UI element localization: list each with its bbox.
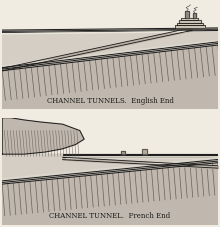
Text: CHANNEL TUNNELS.  English End: CHANNEL TUNNELS. English End <box>47 97 173 105</box>
Polygon shape <box>121 151 125 154</box>
Polygon shape <box>181 18 198 20</box>
Polygon shape <box>185 11 189 18</box>
Polygon shape <box>2 163 218 225</box>
Text: CHANNEL TUNNEL.  French End: CHANNEL TUNNEL. French End <box>50 212 170 220</box>
Polygon shape <box>2 154 218 184</box>
Polygon shape <box>179 20 201 23</box>
Polygon shape <box>2 45 218 109</box>
Polygon shape <box>2 118 84 154</box>
Polygon shape <box>177 23 203 25</box>
Polygon shape <box>175 25 205 28</box>
Polygon shape <box>193 13 196 18</box>
Polygon shape <box>2 28 218 71</box>
Polygon shape <box>142 149 147 154</box>
